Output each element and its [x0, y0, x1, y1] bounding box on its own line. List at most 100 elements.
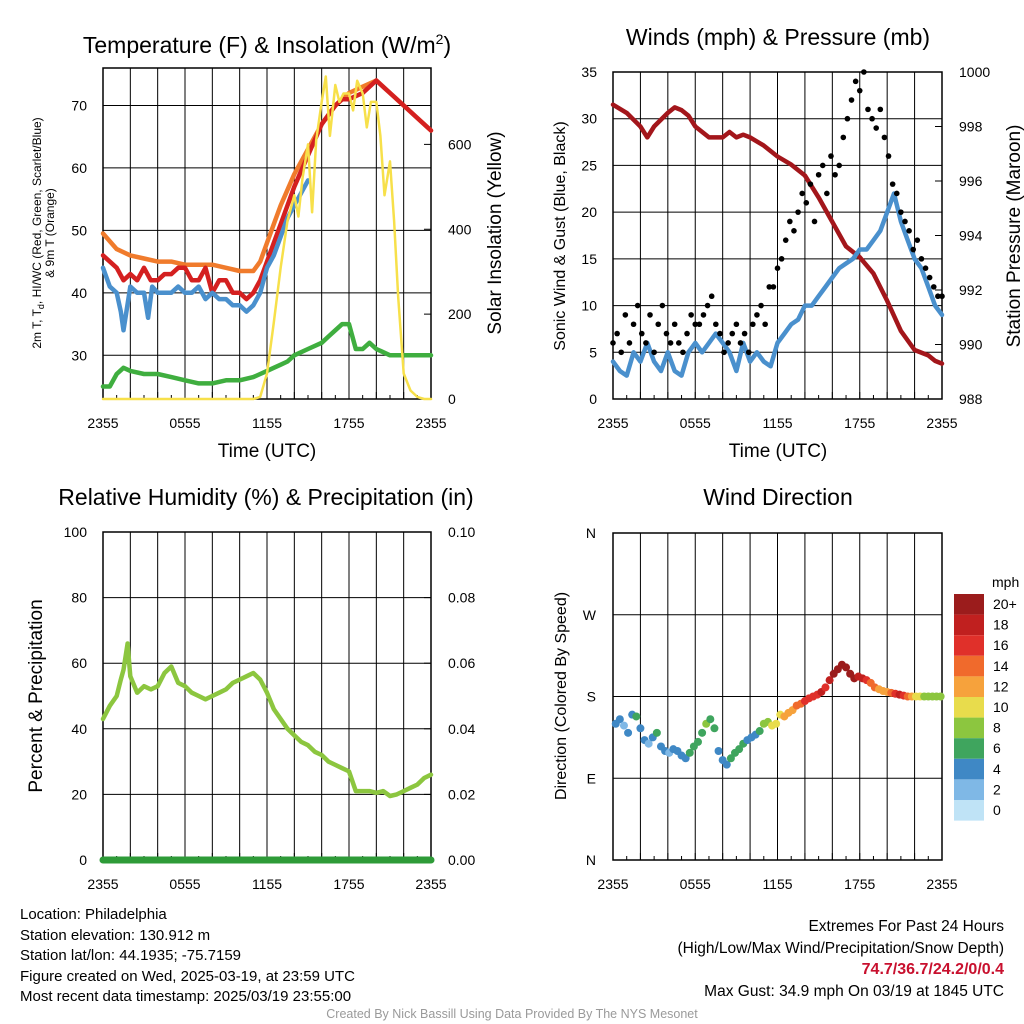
humidity-grid	[102, 531, 432, 861]
temp-series-line	[100, 78, 434, 302]
wind-tick-labels: 2355 0555 1155 1755 235505101520253035988990…	[581, 64, 990, 431]
y2-tick-label: 0.10	[448, 524, 475, 540]
extremes-title: Extremes For Past 24 Hours	[808, 918, 1004, 935]
legend-label: 6	[993, 740, 1001, 756]
gust-point	[676, 340, 682, 346]
gust-point	[869, 115, 875, 122]
legend-label: 2	[993, 781, 1001, 797]
gust-point	[836, 162, 842, 169]
temperature-ylabel-right: Solar Insolation (Yellow)	[485, 131, 506, 334]
direction-point	[726, 754, 735, 763]
y-tick-label: 40	[71, 721, 87, 737]
y2-tick-label: 0.04	[448, 721, 475, 737]
gust-point	[733, 321, 740, 328]
gust-point	[725, 340, 731, 346]
speed-colorbar-legend: mph 20+ 18 16 14 12 10 8 6 4 2 0	[954, 574, 1019, 821]
y2-tick-label: 0.00	[448, 852, 475, 868]
direction-point	[772, 719, 781, 728]
y-tick-label: E	[587, 770, 596, 786]
gust-point	[758, 302, 764, 309]
y-tick-label: 50	[71, 222, 87, 238]
credit-line: Created By Nick Bassill Using Data Provi…	[326, 1007, 698, 1021]
direction-point	[636, 724, 645, 733]
y2-tick-label: 0.02	[448, 786, 475, 802]
direction-point	[722, 760, 731, 769]
gust-point	[630, 321, 637, 328]
gust-point	[914, 237, 921, 243]
legend-label: 18	[993, 617, 1009, 633]
y-tick-label: 25	[581, 157, 597, 173]
humidity-panel: Relative Humidity (%) & Precipitation (i…	[26, 484, 475, 892]
gust-point	[774, 265, 781, 272]
gust-point	[795, 209, 801, 215]
gust-point	[643, 340, 649, 346]
temperature-panel: Temperature (F) & Insolation (W/m2) 2355…	[30, 31, 506, 462]
gust-point	[729, 330, 736, 337]
y2-tick-label: 990	[959, 337, 983, 353]
x-tick-label: 2355	[597, 876, 628, 892]
temperature-grid	[102, 68, 432, 400]
legend-label: 14	[993, 658, 1009, 674]
gust-point	[766, 284, 773, 290]
x-tick-label: 1155	[252, 415, 282, 431]
x-tick-label: 2355	[597, 415, 628, 431]
direction-panel: Wind Direction 2355 0555 1155 1755 2355NESWN…	[553, 484, 1019, 892]
station-elevation: Station elevation: 130.912 m	[20, 926, 211, 944]
legend-swatch	[954, 779, 984, 800]
x-tick-label: 2355	[926, 876, 957, 892]
direction-point	[693, 737, 702, 746]
rh-series-line	[100, 641, 434, 799]
direction-point	[821, 683, 830, 692]
gust-point	[865, 106, 871, 113]
y-tick-label: 40	[71, 285, 87, 301]
gust-point	[737, 340, 744, 346]
gust-point	[700, 312, 707, 318]
station-location: Location: Philadelphia	[20, 906, 167, 923]
direction-grid	[612, 533, 943, 860]
gust-point	[750, 321, 756, 328]
gust-point	[856, 87, 863, 94]
humidity-tick-labels: 2355 0555 1155 1755 23550204060801000.000.02…	[64, 524, 476, 892]
y2-tick-label: 998	[959, 119, 983, 135]
direction-point	[706, 715, 715, 724]
y2-tick-label: 996	[959, 173, 983, 189]
y-tick-label: 0	[589, 391, 597, 407]
gust-point	[910, 246, 917, 253]
x-tick-label: 1755	[333, 415, 364, 431]
y-tick-label: 30	[581, 111, 597, 127]
gust-point	[819, 162, 826, 169]
svg-text:2m T, Td, HI/WC (Red, Green, S: 2m T, Td, HI/WC (Red, Green, Scarlet/Blu…	[30, 117, 46, 348]
wind-ylabel: Sonic Wind & Gust (Blue, Black)	[552, 121, 569, 350]
x-tick-label: 1155	[762, 415, 792, 431]
extremes-values: 74.7/36.7/24.2/0/0.4	[861, 961, 1004, 978]
wind-series-group	[610, 69, 945, 378]
legend-swatch	[954, 676, 984, 697]
legend-swatch	[954, 655, 984, 677]
gust-point	[906, 228, 912, 234]
direction-point	[644, 739, 653, 748]
direction-point	[652, 728, 661, 737]
y-tick-label: 80	[71, 590, 87, 606]
temperature-xlabel: Time (UTC)	[218, 441, 317, 462]
gust-point	[811, 218, 818, 225]
gust-point	[840, 134, 847, 141]
y-tick-label: 60	[71, 655, 87, 671]
gust-point	[618, 349, 625, 356]
gust-point	[651, 349, 657, 356]
x-tick-label: 2355	[926, 415, 957, 431]
direction-points-group	[611, 660, 945, 769]
temperature-series-group	[100, 75, 434, 401]
windchill-series-line	[100, 178, 311, 333]
y2-tick-label: 0.08	[448, 590, 475, 606]
humidity-ylabel: Percent & Precipitation	[26, 599, 47, 792]
direction-point	[615, 715, 624, 724]
y2-tick-label: 994	[959, 228, 983, 244]
y-tick-label: N	[586, 525, 596, 541]
gust-point	[852, 78, 859, 85]
gust-point	[717, 330, 723, 337]
x-tick-label: 2355	[87, 876, 118, 892]
legend-swatch	[954, 717, 984, 739]
direction-point	[681, 754, 690, 763]
direction-panel-title: Wind Direction	[703, 484, 853, 510]
